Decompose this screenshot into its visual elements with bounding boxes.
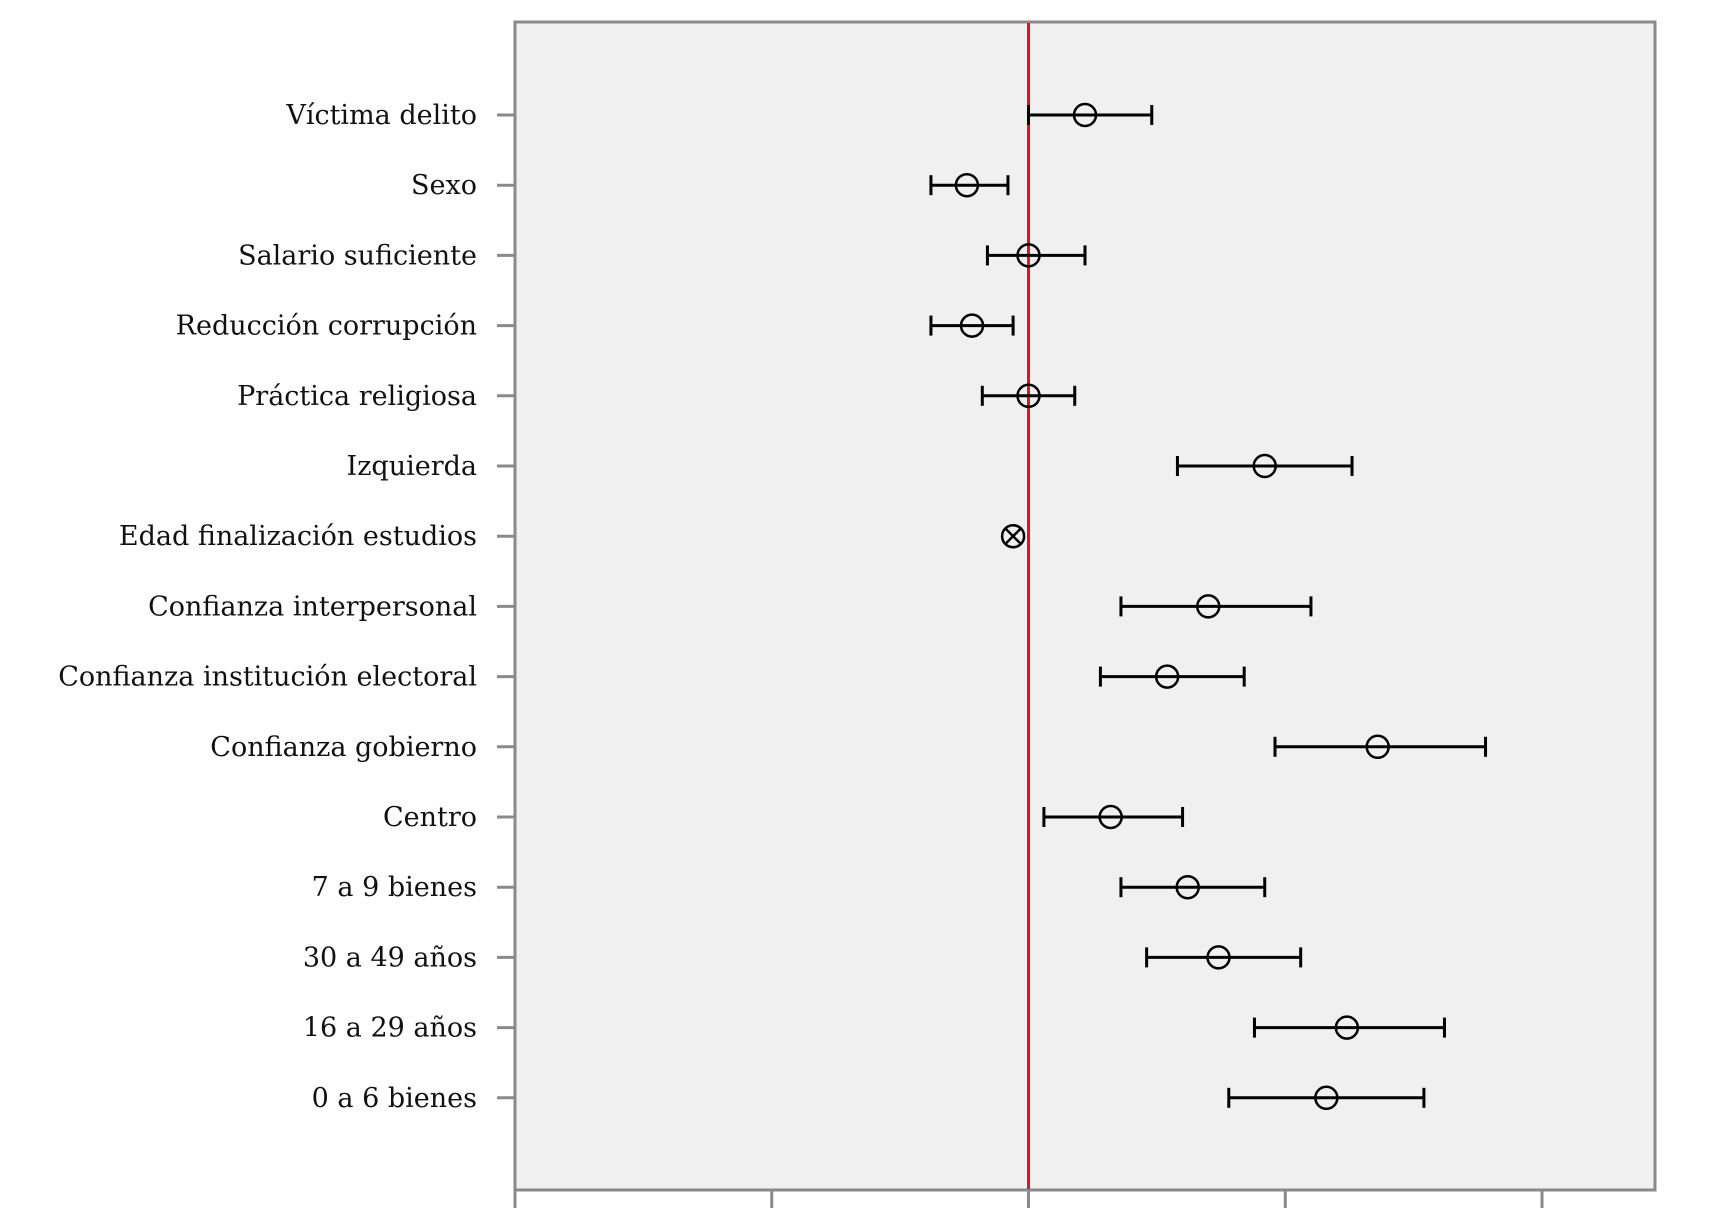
estimate-point — [1252, 453, 1277, 479]
estimate-point — [1000, 523, 1026, 549]
estimate-row — [1145, 945, 1303, 970]
estimate-row — [929, 172, 1010, 198]
estimate-row — [1175, 453, 1354, 479]
category-label: 30 a 49 años — [303, 942, 477, 973]
estimate-row — [1119, 594, 1313, 619]
category-label: Reducción corrupción — [176, 311, 477, 342]
category-label: Centro — [383, 802, 477, 833]
category-label: Víctima delito — [285, 100, 477, 131]
estimate-point — [1154, 664, 1180, 689]
x-axis: 0.000.501.001.502.00 — [513, 1190, 1544, 1208]
category-label: Confianza institución electoral — [58, 662, 477, 693]
estimate-point — [1334, 1015, 1360, 1040]
category-label: Salario suficiente — [238, 240, 477, 271]
estimate-row — [1027, 102, 1154, 128]
estimate-point — [1365, 734, 1390, 760]
estimates — [929, 102, 1488, 1111]
category-label: Confianza gobierno — [210, 732, 477, 763]
estimate-row — [929, 313, 1015, 338]
category-label: 0 a 6 bienes — [312, 1083, 477, 1114]
category-label: Izquierda — [347, 451, 477, 482]
category-label: Sexo — [411, 170, 477, 201]
category-label: 16 a 29 años — [303, 1013, 477, 1044]
estimate-point — [959, 313, 985, 338]
estimate-point — [1195, 594, 1221, 619]
category-label: Edad finalización estudios — [119, 521, 477, 552]
estimate-row — [1119, 874, 1267, 900]
category-label: Práctica religiosa — [237, 381, 477, 412]
y-axis: Víctima delito Sexo Salario suficiente Redu… — [58, 100, 515, 1114]
estimate-point — [1314, 1085, 1339, 1111]
estimate-point — [1016, 243, 1041, 268]
estimate-row — [980, 383, 1077, 409]
estimate-row — [1227, 1085, 1426, 1111]
estimate-point — [1072, 102, 1098, 128]
estimate-point — [1016, 383, 1041, 409]
estimate-point — [954, 172, 980, 198]
category-label: 7 a 9 bienes — [312, 872, 477, 903]
estimate-row — [1252, 1015, 1446, 1040]
estimate-cross — [1004, 527, 1022, 545]
estimate-row — [985, 243, 1087, 268]
plot-area — [513, 20, 1657, 1192]
estimate-point — [1175, 874, 1200, 900]
estimate-row — [1000, 523, 1026, 549]
estimate-point — [1098, 804, 1123, 830]
estimate-row — [1042, 804, 1185, 830]
category-label: Confianza interpersonal — [148, 591, 477, 622]
estimate-row — [1273, 734, 1488, 760]
estimate-row — [1098, 664, 1246, 689]
estimate-point — [1206, 945, 1231, 970]
